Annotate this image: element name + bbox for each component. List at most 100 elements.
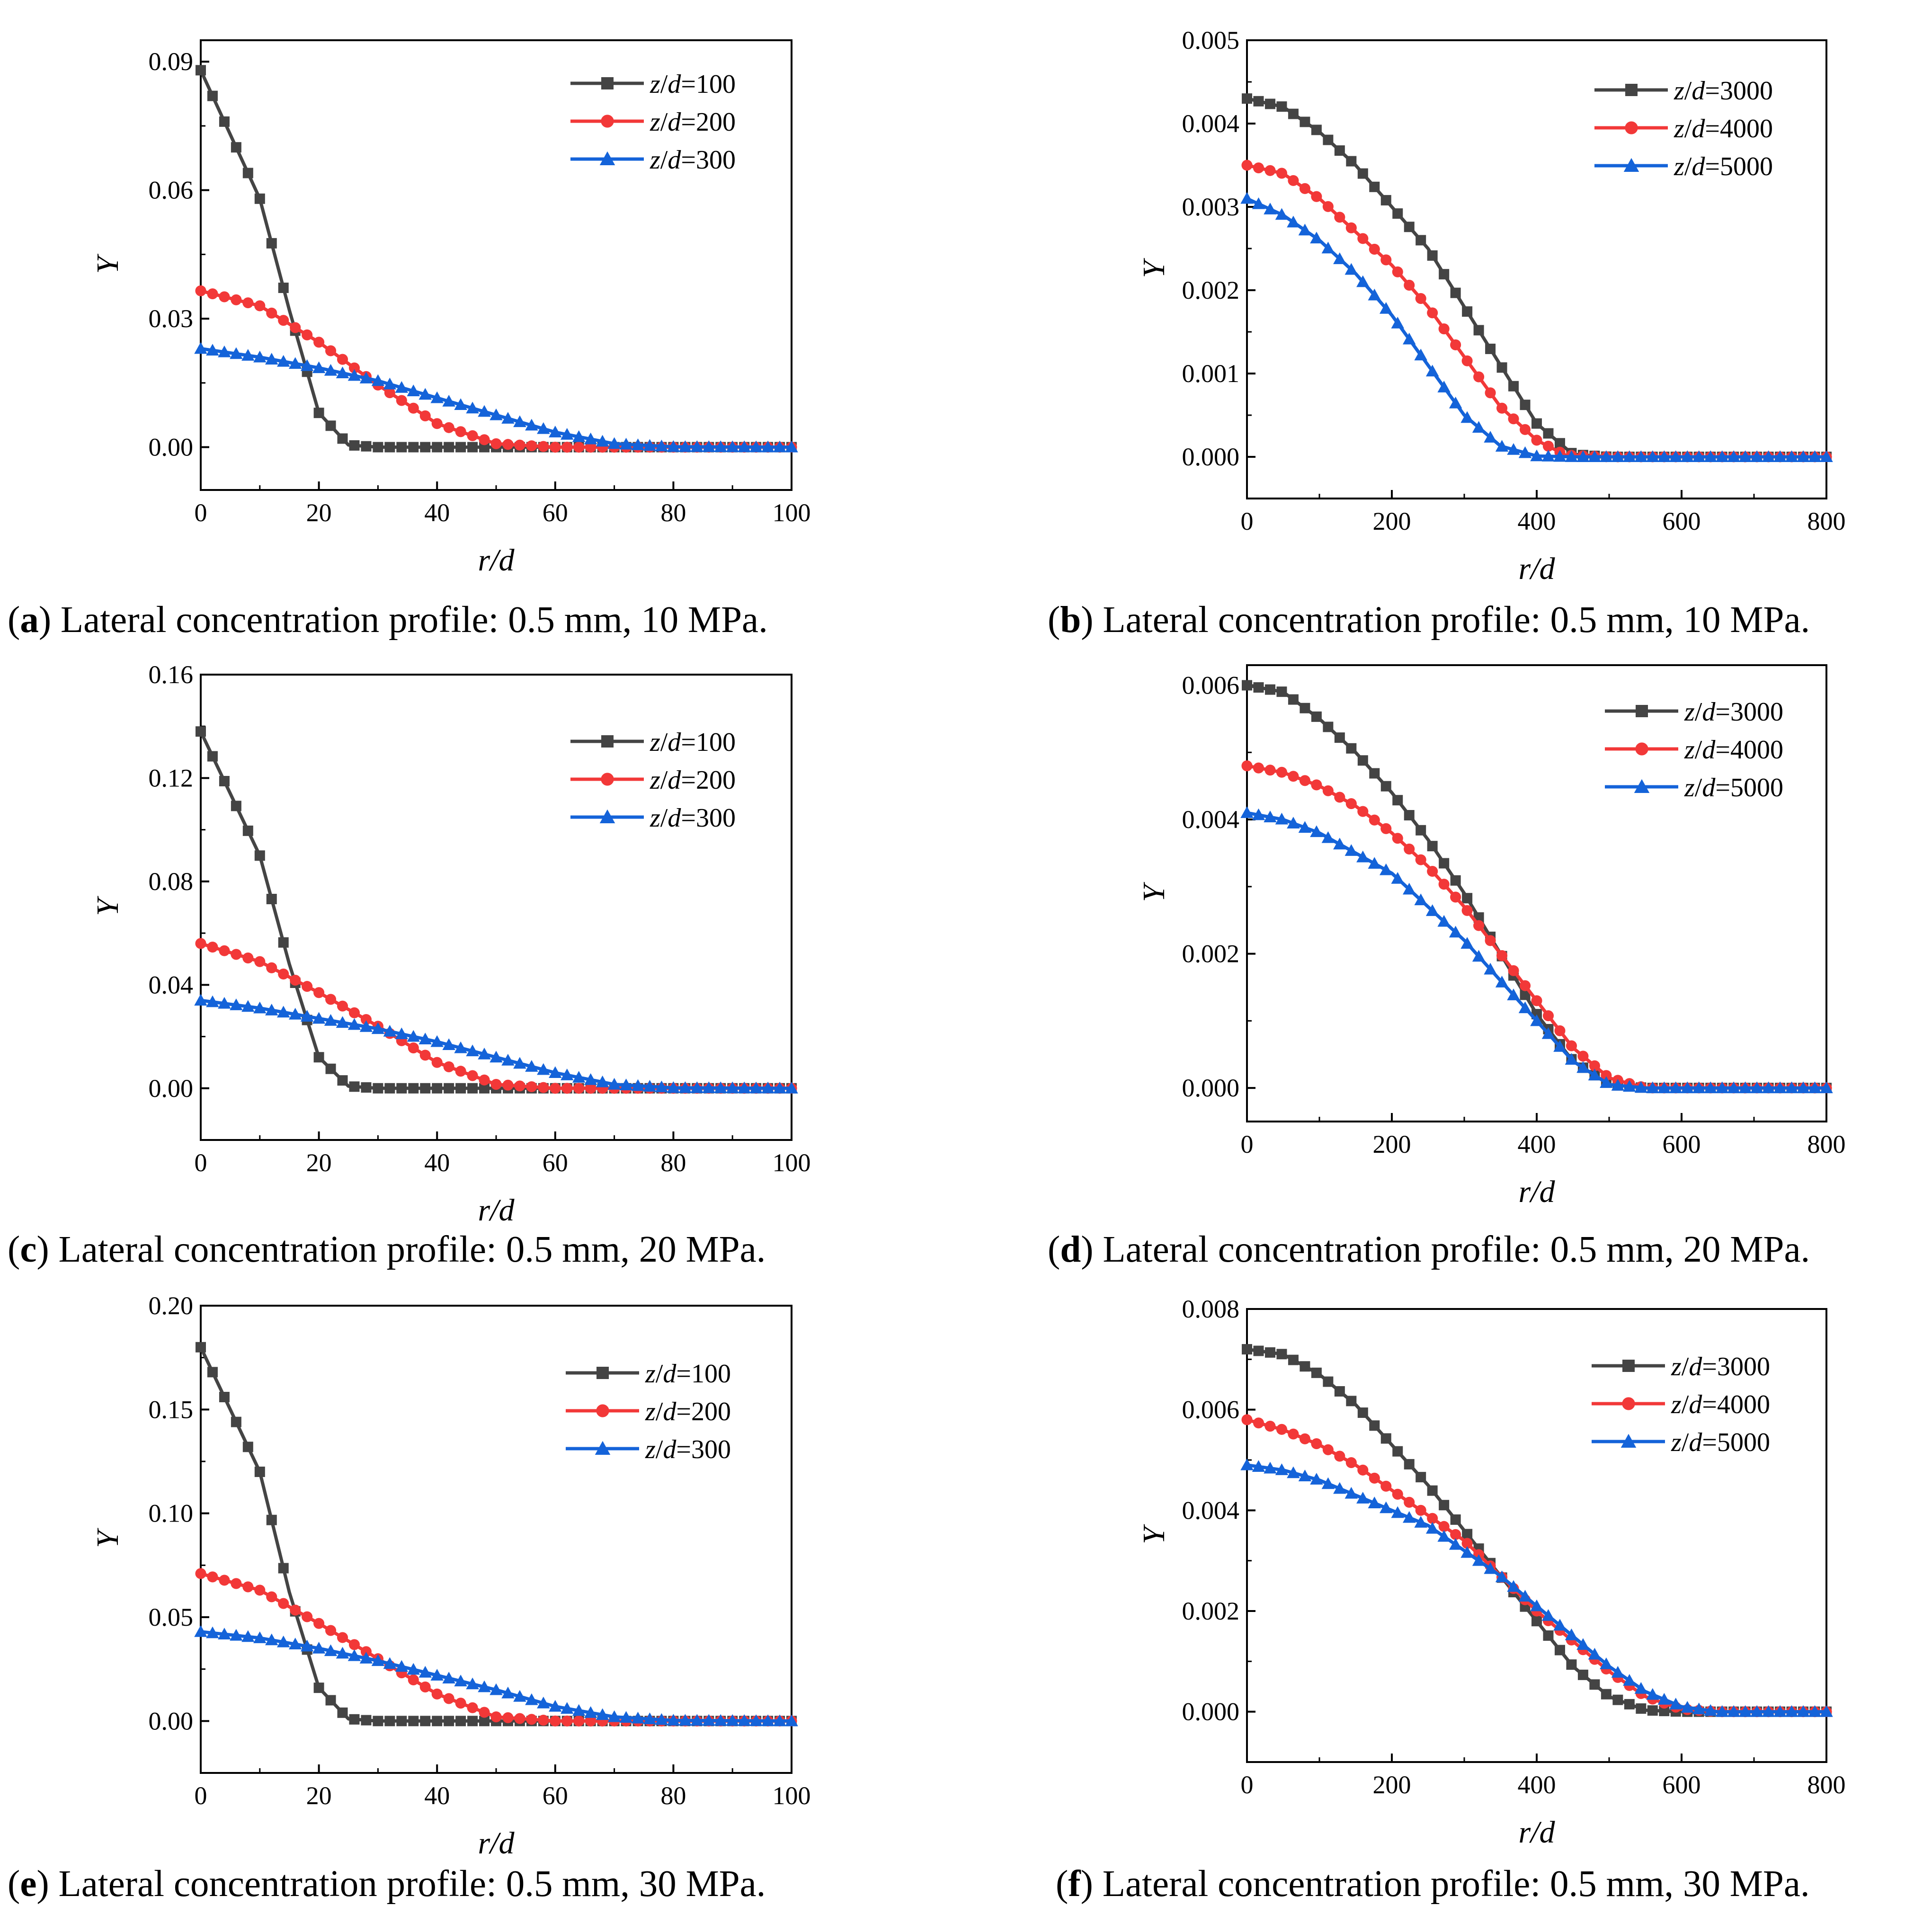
data-point <box>1321 241 1335 254</box>
legend-label: z/d=300 <box>645 1435 731 1464</box>
data-point <box>1808 1705 1822 1717</box>
data-point <box>418 1665 432 1678</box>
data-point <box>1797 1705 1810 1717</box>
data-point <box>643 1712 657 1725</box>
data-point <box>383 1024 397 1037</box>
chart-panel-c: 0 20 40 60 80 100 0.00 0.04 0.08 0.12 0.16 r/d Yz/d=… <box>90 660 811 1228</box>
data-point <box>207 942 218 953</box>
data-point <box>396 1716 407 1727</box>
data-point <box>231 949 242 960</box>
data-point <box>420 1716 431 1727</box>
legend-label: z/d=5000 <box>1684 773 1783 802</box>
data-point <box>1496 402 1508 414</box>
data-point <box>1345 222 1357 233</box>
data-point <box>1300 1361 1310 1372</box>
data-point <box>312 1642 326 1654</box>
x-tick-label: 0 <box>1241 1771 1254 1799</box>
data-point <box>395 1027 409 1040</box>
x-axis-label: r/d <box>478 1193 515 1228</box>
data-point <box>1485 387 1496 399</box>
data-point <box>1460 937 1474 949</box>
data-point <box>1264 203 1277 214</box>
data-point <box>1450 1514 1461 1525</box>
data-point <box>1473 325 1484 336</box>
data-point <box>1531 418 1542 429</box>
data-point <box>1438 879 1450 890</box>
data-point <box>194 1625 207 1637</box>
data-point <box>325 994 337 1005</box>
data-point <box>359 1652 373 1664</box>
data-point <box>502 1079 514 1091</box>
y-tick-label: 0.03 <box>149 304 194 333</box>
data-point <box>749 1714 763 1726</box>
data-point <box>253 1631 267 1643</box>
data-point <box>1507 1580 1520 1592</box>
data-point <box>266 1514 277 1525</box>
legend-marker <box>1622 1360 1635 1372</box>
data-point <box>1600 450 1613 462</box>
data-point <box>1727 450 1740 462</box>
data-point <box>1415 1505 1426 1516</box>
series-4000 <box>1241 160 1832 463</box>
y-tick-label: 0.006 <box>1182 671 1240 700</box>
x-tick-label: 0 <box>195 1781 207 1810</box>
data-point <box>561 1068 574 1080</box>
data-point <box>467 1702 478 1713</box>
data-point <box>231 294 242 305</box>
x-tick-label: 600 <box>1663 1130 1701 1158</box>
data-point <box>490 1051 503 1063</box>
data-point <box>1449 396 1462 409</box>
data-point <box>1392 208 1403 219</box>
data-point <box>347 1649 361 1661</box>
data-point <box>371 1022 385 1034</box>
data-point <box>420 442 431 453</box>
series-line <box>1246 764 1826 1090</box>
y-tick-label: 0.10 <box>149 1499 194 1528</box>
data-point <box>278 315 289 326</box>
data-point <box>1425 904 1439 916</box>
data-point <box>455 1716 466 1727</box>
data-point <box>513 415 526 427</box>
data-point <box>266 307 277 319</box>
data-point <box>1438 323 1450 335</box>
x-tick-label: 200 <box>1373 1130 1411 1158</box>
data-point <box>442 394 455 407</box>
data-point <box>572 430 586 442</box>
data-point <box>1449 926 1462 938</box>
data-point <box>550 441 561 453</box>
legend-label: z/d=5000 <box>1671 1428 1770 1457</box>
data-point <box>690 440 704 452</box>
data-point <box>514 1080 525 1092</box>
data-point <box>1773 450 1787 462</box>
data-point <box>1659 1706 1670 1717</box>
data-point <box>266 962 277 973</box>
data-point <box>1402 882 1416 895</box>
data-point <box>359 1020 373 1032</box>
data-point <box>396 442 407 453</box>
data-point <box>371 374 385 386</box>
data-point <box>418 1033 432 1045</box>
data-point <box>549 426 562 437</box>
data-point <box>432 442 443 453</box>
data-point <box>1589 1060 1600 1071</box>
data-point <box>1288 771 1299 782</box>
data-point <box>278 968 289 979</box>
data-point <box>349 1081 360 1092</box>
data-point <box>1357 755 1368 766</box>
data-point <box>1543 428 1554 439</box>
data-point <box>1565 1628 1578 1640</box>
data-point <box>1530 449 1543 462</box>
data-point <box>1449 1538 1462 1550</box>
data-point <box>690 1714 704 1726</box>
data-point <box>454 1041 467 1053</box>
data-point <box>702 1714 716 1726</box>
data-point <box>407 384 420 396</box>
data-point <box>254 1466 265 1477</box>
data-point <box>1300 703 1310 713</box>
data-point <box>1576 1061 1590 1073</box>
data-point <box>196 1342 206 1353</box>
x-tick-label: 200 <box>1373 507 1411 535</box>
data-point <box>1808 450 1822 462</box>
series-line <box>1246 197 1826 459</box>
data-point <box>1369 1420 1380 1431</box>
